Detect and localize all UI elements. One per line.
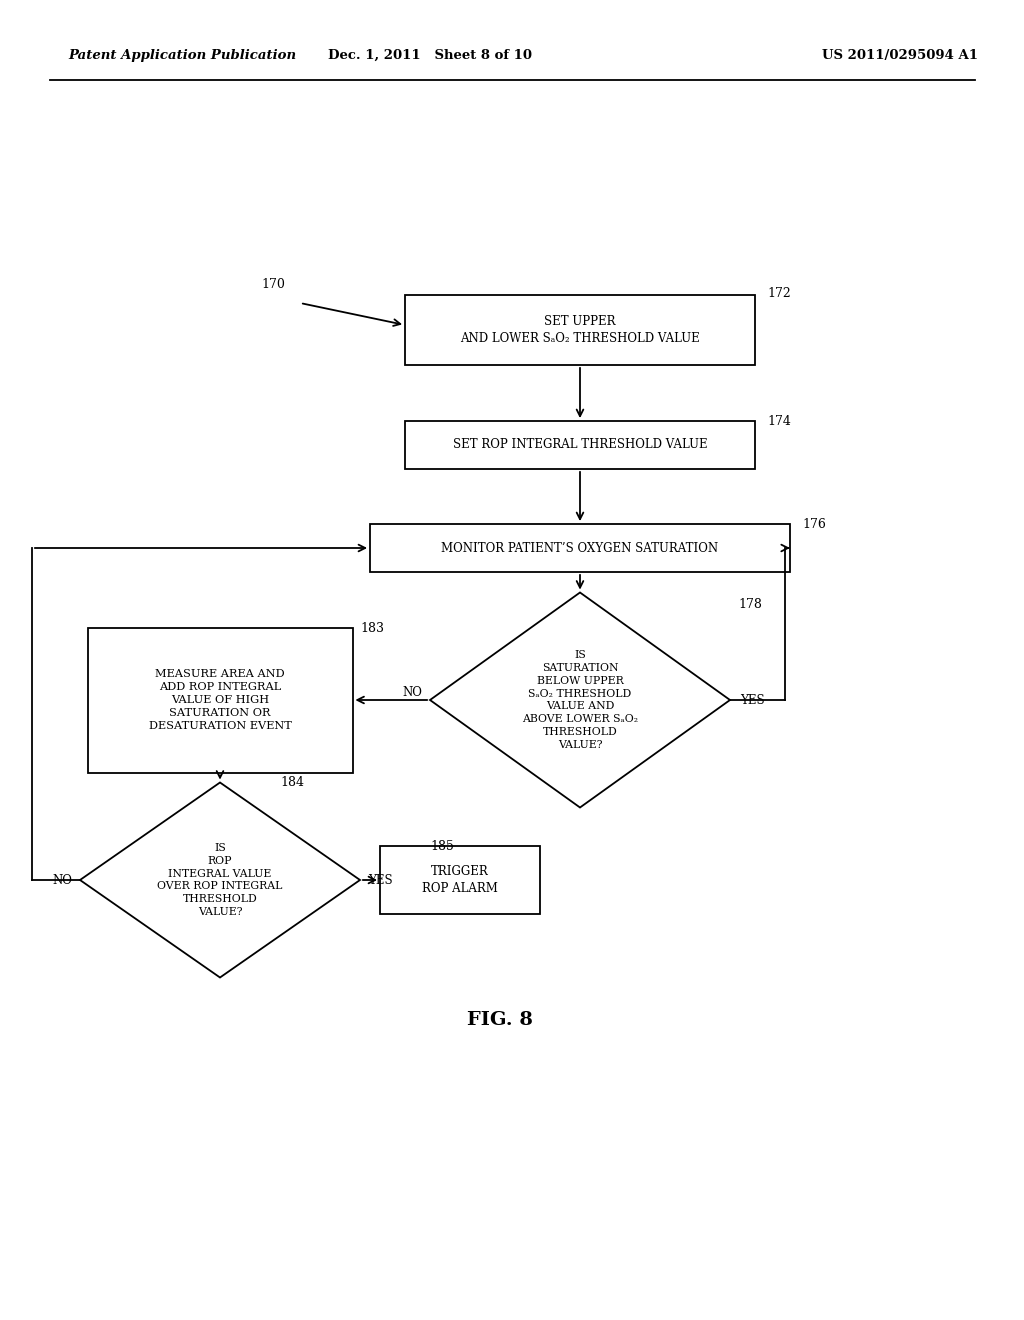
Text: MEASURE AREA AND
ADD ROP INTEGRAL
VALUE OF HIGH
SATURATION OR
DESATURATION EVENT: MEASURE AREA AND ADD ROP INTEGRAL VALUE … [148,669,292,731]
Text: NO: NO [402,685,422,698]
Text: 183: 183 [360,622,384,635]
FancyBboxPatch shape [87,627,352,772]
Text: TRIGGER
ROP ALARM: TRIGGER ROP ALARM [422,865,498,895]
Text: 185: 185 [430,840,454,853]
Text: IS
SATURATION
BELOW UPPER
SₐO₂ THRESHOLD
VALUE AND
ABOVE LOWER SₐO₂
THRESHOLD
VA: IS SATURATION BELOW UPPER SₐO₂ THRESHOLD… [522,651,638,750]
Text: 174: 174 [767,414,791,428]
Text: US 2011/0295094 A1: US 2011/0295094 A1 [822,49,978,62]
Text: NO: NO [52,874,72,887]
Text: YES: YES [740,693,765,706]
Text: YES: YES [368,874,392,887]
Text: 184: 184 [280,776,304,789]
Text: SET UPPER
AND LOWER SₐO₂ THRESHOLD VALUE: SET UPPER AND LOWER SₐO₂ THRESHOLD VALUE [460,315,699,345]
Text: SET ROP INTEGRAL THRESHOLD VALUE: SET ROP INTEGRAL THRESHOLD VALUE [453,438,708,451]
Text: 178: 178 [738,598,762,610]
Polygon shape [430,593,730,808]
Text: IS
ROP
INTEGRAL VALUE
OVER ROP INTEGRAL
THRESHOLD
VALUE?: IS ROP INTEGRAL VALUE OVER ROP INTEGRAL … [158,843,283,917]
FancyBboxPatch shape [380,846,540,913]
FancyBboxPatch shape [406,294,755,366]
Text: MONITOR PATIENT’S OXYGEN SATURATION: MONITOR PATIENT’S OXYGEN SATURATION [441,541,719,554]
Text: FIG. 8: FIG. 8 [467,1011,532,1030]
FancyBboxPatch shape [406,421,755,469]
Text: 170: 170 [261,279,285,292]
Text: Patent Application Publication: Patent Application Publication [68,49,296,62]
Text: 176: 176 [802,517,826,531]
FancyBboxPatch shape [370,524,790,572]
Text: 172: 172 [767,286,791,300]
Polygon shape [80,783,360,978]
Text: Dec. 1, 2011   Sheet 8 of 10: Dec. 1, 2011 Sheet 8 of 10 [328,49,532,62]
